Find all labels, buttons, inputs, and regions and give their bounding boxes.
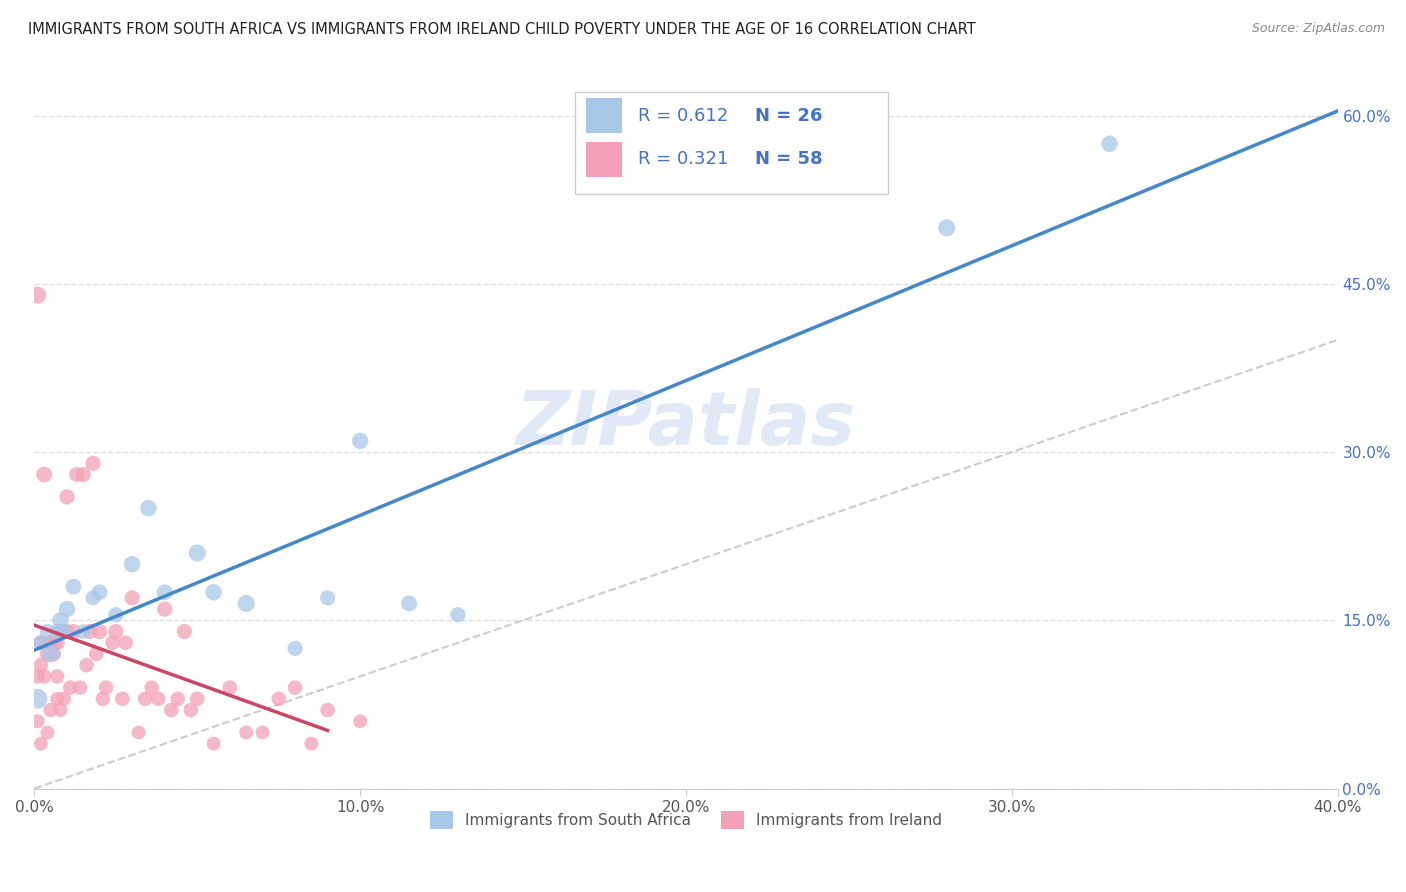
Point bbox=[42, 647, 65, 661]
Text: IMMIGRANTS FROM SOUTH AFRICA VS IMMIGRANTS FROM IRELAND CHILD POVERTY UNDER THE : IMMIGRANTS FROM SOUTH AFRICA VS IMMIGRAN… bbox=[28, 22, 976, 37]
Point bbox=[30, 737, 52, 751]
Point bbox=[114, 636, 136, 650]
Point bbox=[72, 624, 94, 639]
Point bbox=[82, 591, 104, 605]
Text: Source: ZipAtlas.com: Source: ZipAtlas.com bbox=[1251, 22, 1385, 36]
Point bbox=[30, 658, 52, 673]
FancyBboxPatch shape bbox=[586, 98, 621, 133]
Point bbox=[69, 681, 91, 695]
Point bbox=[101, 636, 124, 650]
Point bbox=[37, 647, 59, 661]
Point bbox=[49, 703, 72, 717]
Point bbox=[173, 624, 195, 639]
Text: N = 26: N = 26 bbox=[755, 107, 823, 125]
Point bbox=[235, 597, 257, 611]
Point bbox=[42, 636, 65, 650]
Point bbox=[59, 681, 82, 695]
Point bbox=[94, 681, 117, 695]
Text: N = 58: N = 58 bbox=[755, 151, 823, 169]
Point bbox=[186, 691, 208, 706]
Text: R = 0.612: R = 0.612 bbox=[638, 107, 728, 125]
Point bbox=[37, 624, 59, 639]
Point bbox=[134, 691, 156, 706]
Point bbox=[284, 641, 307, 656]
Point bbox=[79, 624, 101, 639]
Point bbox=[316, 591, 339, 605]
Point bbox=[56, 624, 79, 639]
Point bbox=[121, 591, 143, 605]
Point bbox=[37, 725, 59, 739]
Point bbox=[186, 546, 208, 560]
Point bbox=[141, 681, 163, 695]
Point bbox=[138, 501, 160, 516]
Point bbox=[56, 602, 79, 616]
Point bbox=[202, 737, 225, 751]
Point bbox=[66, 467, 89, 482]
Point bbox=[153, 602, 176, 616]
Point bbox=[299, 737, 322, 751]
FancyBboxPatch shape bbox=[586, 142, 621, 177]
Point bbox=[218, 681, 240, 695]
Point bbox=[30, 636, 52, 650]
Point bbox=[32, 467, 55, 482]
Point bbox=[27, 288, 49, 302]
Point bbox=[49, 624, 72, 639]
Point bbox=[89, 624, 111, 639]
Point bbox=[153, 585, 176, 599]
Point bbox=[104, 624, 127, 639]
Point bbox=[180, 703, 202, 717]
Point bbox=[1098, 136, 1121, 151]
Point bbox=[62, 580, 84, 594]
Point bbox=[49, 613, 72, 627]
Point bbox=[349, 434, 371, 448]
Point bbox=[27, 714, 49, 729]
Point bbox=[447, 607, 470, 622]
Point bbox=[316, 703, 339, 717]
Point bbox=[39, 636, 62, 650]
Point bbox=[160, 703, 183, 717]
Point bbox=[935, 220, 957, 235]
Point bbox=[46, 624, 69, 639]
Point bbox=[62, 624, 84, 639]
Text: R = 0.321: R = 0.321 bbox=[638, 151, 728, 169]
Point bbox=[52, 691, 75, 706]
Point bbox=[349, 714, 371, 729]
Point bbox=[91, 691, 114, 706]
Point bbox=[52, 624, 75, 639]
Point bbox=[84, 647, 107, 661]
Point bbox=[267, 691, 290, 706]
Point bbox=[89, 585, 111, 599]
Point bbox=[32, 669, 55, 683]
Point bbox=[398, 597, 420, 611]
Point bbox=[104, 607, 127, 622]
Point bbox=[148, 691, 170, 706]
Point bbox=[284, 681, 307, 695]
Point bbox=[39, 703, 62, 717]
Point bbox=[76, 658, 98, 673]
Point bbox=[235, 725, 257, 739]
Point bbox=[56, 490, 79, 504]
Point bbox=[27, 691, 49, 706]
Point bbox=[202, 585, 225, 599]
Point bbox=[166, 691, 188, 706]
Point bbox=[46, 669, 69, 683]
Point bbox=[27, 669, 49, 683]
FancyBboxPatch shape bbox=[575, 93, 889, 194]
Point bbox=[252, 725, 274, 739]
Point bbox=[121, 558, 143, 572]
Legend: Immigrants from South Africa, Immigrants from Ireland: Immigrants from South Africa, Immigrants… bbox=[423, 805, 949, 836]
Point bbox=[128, 725, 150, 739]
Point bbox=[39, 647, 62, 661]
Text: ZIPatlas: ZIPatlas bbox=[516, 387, 856, 460]
Point bbox=[30, 636, 52, 650]
Point bbox=[46, 691, 69, 706]
Point bbox=[82, 456, 104, 470]
Point bbox=[72, 467, 94, 482]
Point bbox=[111, 691, 134, 706]
Point bbox=[46, 636, 69, 650]
